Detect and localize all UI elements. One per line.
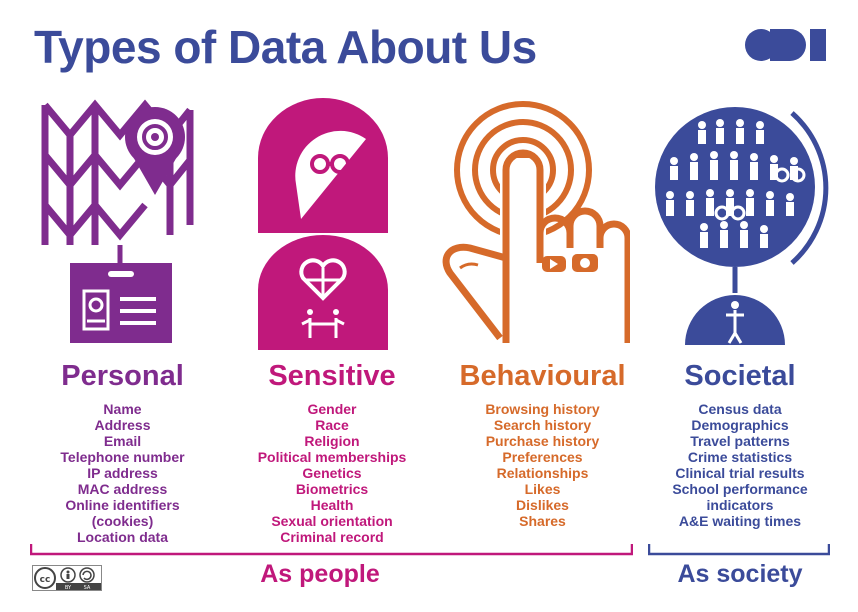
list-item: A&E waiting times (678, 513, 802, 529)
society-bracket (648, 544, 830, 556)
people-bracket (30, 544, 633, 556)
list-item: MAC address (77, 481, 168, 497)
society-group-label: As society (677, 560, 803, 588)
page-title: Types of Data About Us (34, 21, 537, 73)
sensitive-heading: Sensitive (268, 360, 396, 392)
person-heart-icon (258, 98, 388, 350)
list-item: Criminal record (280, 529, 384, 545)
behavioural-column: Behavioural Browsing history Search hist… (445, 360, 640, 529)
behavioural-items: Browsing history Search history Purchase… (445, 401, 640, 529)
list-item: Census data (698, 401, 782, 417)
globe-population-icon (655, 107, 829, 345)
list-item: Health (310, 497, 354, 513)
hand-tap-icon (442, 101, 630, 343)
map-pin-id-card-icon (41, 99, 194, 343)
svg-text:cc: cc (40, 575, 51, 585)
list-item: Shares (519, 513, 566, 529)
personal-heading: Personal (61, 360, 184, 392)
list-item: Purchase history (485, 433, 600, 449)
personal-column: Personal Name Address Email Telephone nu… (30, 360, 215, 545)
svg-text:BY: BY (65, 585, 72, 591)
odi-logo (745, 29, 826, 61)
list-item: Email (103, 433, 142, 449)
societal-heading: Societal (684, 360, 796, 392)
list-item: Address (94, 417, 151, 433)
list-item: Relationships (496, 465, 589, 481)
behavioural-heading: Behavioural (459, 360, 626, 392)
list-item: Browsing history (485, 401, 600, 417)
list-item: Crime statistics (687, 449, 793, 465)
list-item: Demographics (691, 417, 789, 433)
people-group-label: As people (260, 560, 380, 588)
list-item: Clinical trial results (675, 465, 805, 481)
list-item: indicators (706, 497, 774, 513)
list-item: Preferences (502, 449, 583, 465)
list-item: Name (103, 401, 142, 417)
list-item: Genetics (302, 465, 362, 481)
sensitive-column: Sensitive Gender Race Religion Political… (232, 360, 432, 545)
list-item: Telephone number (60, 449, 185, 465)
cc-license-badge: cc BY SA (32, 565, 102, 591)
list-item: Search history (493, 417, 592, 433)
svg-text:SA: SA (84, 585, 91, 591)
list-item: Online identifiers (65, 497, 180, 513)
societal-items: Census data Demographics Travel patterns… (650, 401, 830, 529)
list-item: Dislikes (516, 497, 569, 513)
list-item: Travel patterns (690, 433, 790, 449)
sensitive-items: Gender Race Religion Political membershi… (232, 401, 432, 545)
societal-column: Societal Census data Demographics Travel… (650, 360, 830, 529)
list-item: IP address (87, 465, 158, 481)
list-item: Gender (307, 401, 357, 417)
list-item: Race (315, 417, 349, 433)
list-item: Likes (524, 481, 561, 497)
list-item: Political memberships (257, 449, 407, 465)
list-item: Biometrics (295, 481, 369, 497)
list-item: Location data (76, 529, 168, 545)
list-item: (cookies) (91, 513, 154, 529)
list-item: School performance (672, 481, 808, 497)
personal-items: Name Address Email Telephone number IP a… (30, 401, 215, 545)
list-item: Religion (304, 433, 360, 449)
list-item: Sexual orientation (271, 513, 393, 529)
